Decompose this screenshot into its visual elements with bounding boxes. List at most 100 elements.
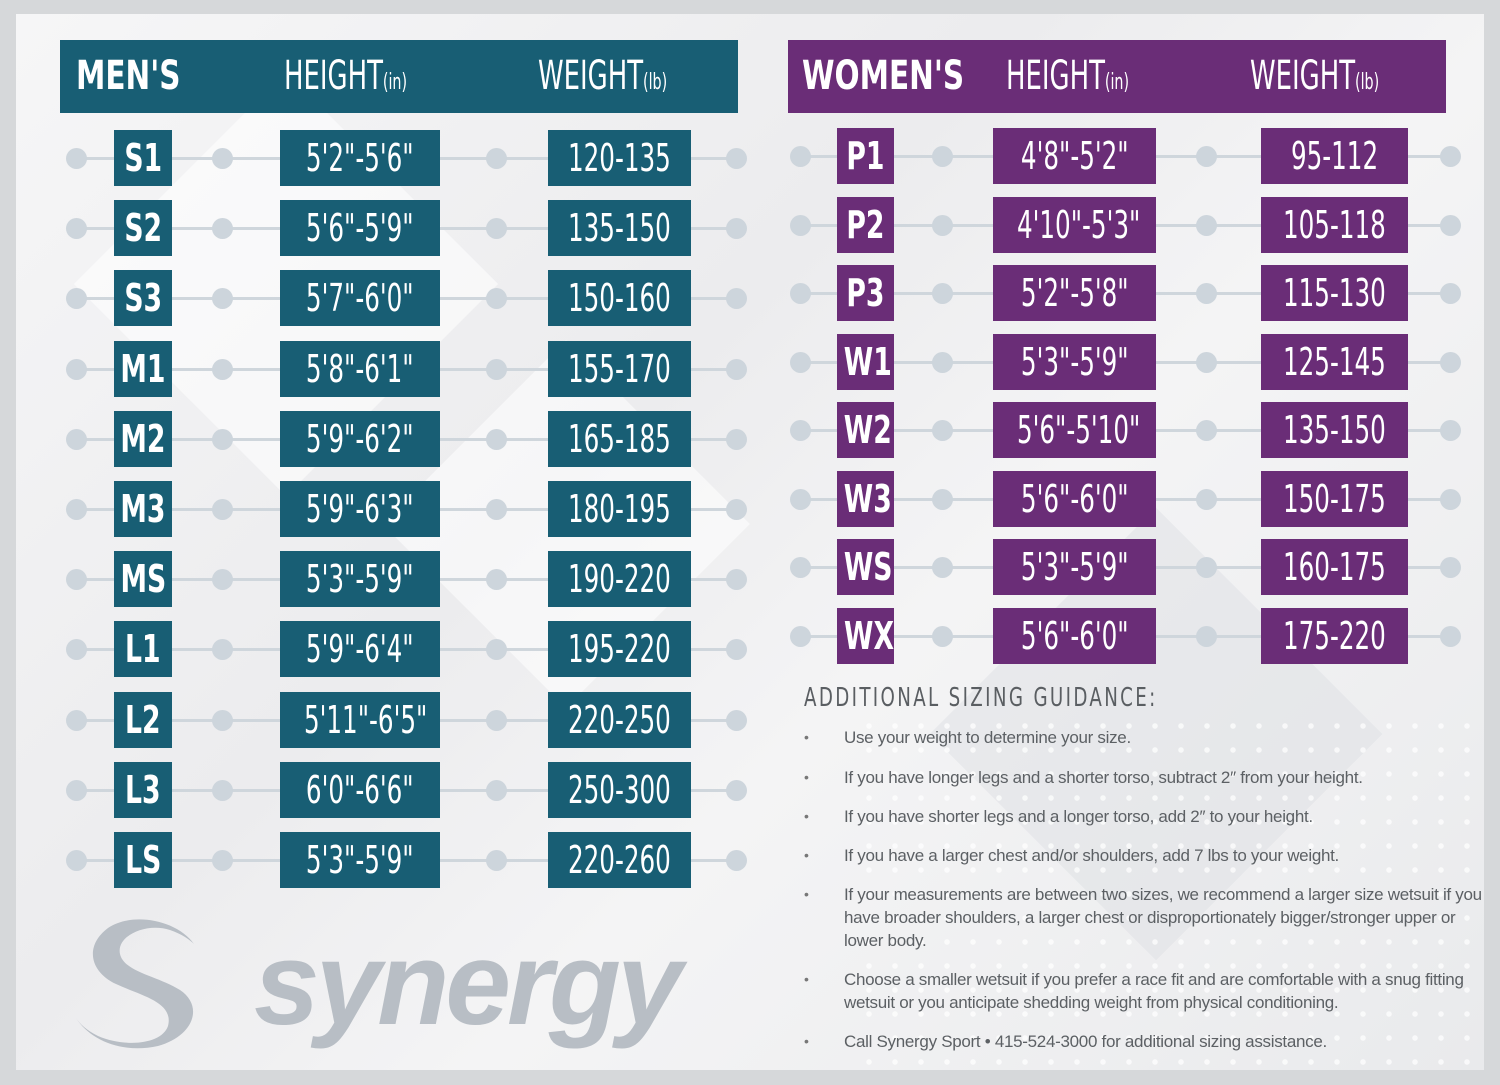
men-size-row: L2 5'11"-6'5" 220-250 [64,691,747,748]
weight-range: 180-195 [548,481,691,537]
connector-dot [790,283,811,304]
connector-dot [486,148,507,169]
bullet-icon: • [804,971,809,987]
connector-dot [726,639,747,661]
size-label: S1 [114,130,172,186]
connector-dot [66,358,87,380]
size-label: L3 [114,761,172,818]
weight-range: 115-130 [1261,265,1408,321]
weight-range: 135-150 [548,200,691,257]
connector-dot [66,709,87,731]
connector-dot [790,214,811,236]
connector-dot [790,557,811,578]
size-label: LS [114,832,172,888]
height-range: 5'2"-5'8" [993,265,1156,321]
guidance-list: • Use your weight to determine your size.… [804,726,1484,1053]
weight-range: 105-118 [1261,196,1408,253]
men-size-row: M1 5'8"-6'1" 155-170 [64,340,747,397]
guidance-item: • Call Synergy Sport • 415-524-3000 for a… [804,1032,1327,1051]
connector-dot [726,288,747,310]
connector-dot [66,288,87,310]
height-range: 4'10"-5'3" [993,196,1156,253]
size-label: L1 [114,621,172,678]
height-range: 4'8"-5'2" [993,128,1156,184]
connector-dot [1440,488,1461,510]
mens-weight-heading: WEIGHT(lb) [538,53,668,99]
connector-dot [726,218,747,240]
connector-dot [212,779,233,801]
guidance-item: • If your measurements are between two si… [804,885,1482,950]
weight-range: 250-300 [548,761,691,818]
connector-dot [1196,420,1217,441]
connector-dot [932,351,953,373]
connector-dot [1440,351,1461,373]
connector-dot [212,850,233,871]
connector-dot [1196,214,1217,236]
connector-dot [1196,351,1217,373]
womens-size-heading: WOMEN'S [802,53,965,99]
connector-dot [726,850,747,871]
weight-range: 175-220 [1261,607,1408,664]
size-label: P3 [837,265,894,321]
weight-range: 190-220 [548,551,691,608]
connector-dot [486,709,507,731]
connector-dot [66,779,87,801]
connector-dot [1196,625,1217,647]
connector-dot [932,214,953,236]
connector-dot [932,488,953,510]
size-label: S2 [114,200,172,257]
bullet-icon: • [804,769,809,785]
connector-dot [212,428,233,450]
connector-dot [932,146,953,167]
connector-dot [790,146,811,167]
connector-dot [1440,557,1461,578]
size-label: MS [114,551,172,608]
size-label: M1 [114,340,172,397]
sizing-guidance: ADDITIONAL SIZING GUIDANCE: • Use your we… [804,682,1484,1053]
connector-dot [726,148,747,169]
women-size-row: P1 4'8"-5'2" 95-112 [790,128,1461,184]
connector-dot [486,218,507,240]
connector-dot [790,488,811,510]
size-chart-page: MEN'S HEIGHT(in) WEIGHT(lb) WOMEN'S HEIG… [16,14,1484,1070]
womens-header: WOMEN'S HEIGHT(in) WEIGHT(lb) [788,40,1446,113]
weight-range: 165-185 [548,410,691,467]
bullet-icon: • [804,729,809,745]
weight-range: 95-112 [1261,128,1408,184]
connector-dot [66,639,87,661]
bullet-icon: • [804,1033,809,1049]
size-label: L2 [114,691,172,748]
guidance-title: ADDITIONAL SIZING GUIDANCE: [804,683,1158,713]
height-range: 5'2"-5'6" [280,130,440,186]
men-size-row: MS 5'3"-5'9" 190-220 [64,551,747,608]
connector-dot [726,569,747,591]
synergy-s-logo-icon [76,919,194,1049]
connector-dot [726,499,747,520]
height-range: 5'3"-5'9" [280,832,440,888]
connector-dot [1440,283,1461,304]
connector-dot [212,358,233,380]
connector-dot [726,779,747,801]
men-size-row: L3 6'0"-6'6" 250-300 [64,761,747,818]
connector-dot [1196,283,1217,304]
connector-dot [212,218,233,240]
connector-dot [486,358,507,380]
connector-dot [486,288,507,310]
connector-dot [212,288,233,310]
connector-dot [1196,488,1217,510]
height-range: 5'8"-6'1" [280,340,440,397]
connector-dot [1440,625,1461,647]
connector-dot [212,148,233,169]
height-range: 5'6"-5'10" [993,402,1156,458]
height-range: 5'9"-6'2" [280,410,440,467]
height-range: 6'0"-6'6" [280,761,440,818]
size-label: P2 [837,196,894,253]
men-size-row: M3 5'9"-6'3" 180-195 [64,481,747,537]
connector-dot [726,358,747,380]
women-size-row: WS 5'3"-5'9" 160-175 [790,539,1461,595]
guidance-item: • If you have a larger chest and/or shoul… [804,846,1339,865]
connector-dot [212,639,233,661]
connector-dot [726,709,747,731]
height-range: 5'9"-6'3" [280,481,440,537]
size-label: W1 [837,333,894,390]
